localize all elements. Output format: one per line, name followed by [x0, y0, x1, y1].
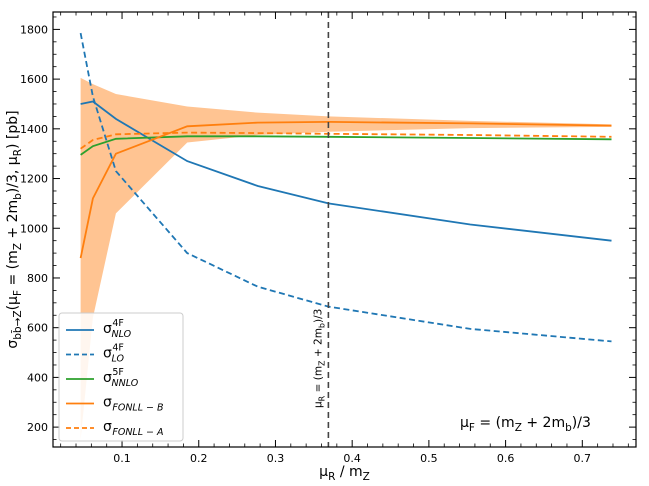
legend-label-nnlo-5f: σ5F NNLO [103, 367, 139, 389]
annotation-layer: μF = (mZ + 2mb)/3 [460, 415, 591, 434]
y-tick-label: 600 [27, 322, 48, 335]
x-tick-label: 0.4 [343, 452, 361, 465]
x-tick-label: 0.3 [267, 452, 285, 465]
series-line-fonll-b [79, 120, 612, 259]
legend-label-fonll-a: σFONLL − A [103, 419, 164, 438]
x-tick-label: 0.7 [574, 452, 592, 465]
y-tick-label: 800 [27, 272, 48, 285]
y-tick-label: 1400 [20, 123, 48, 136]
uncertainty-band-layer [80, 77, 612, 440]
reference-vline-label: μR = (mZ + 2mb)/3 [312, 309, 326, 408]
y-tick-label: 1600 [20, 73, 48, 86]
series-line-fonll-a [80, 131, 612, 150]
x-tick-label: 0.2 [190, 452, 208, 465]
y-tick-label: 1200 [20, 173, 48, 186]
y-tick-label: 1000 [20, 222, 48, 235]
plot-frame [52, 11, 637, 448]
reference-vline-layer: μR = (mZ + 2mb)/3 [312, 12, 330, 447]
x-tick-label: 0.1 [113, 452, 131, 465]
legend-label-lo-4f: σ4F LO [103, 343, 124, 365]
legend-label-fonll-b: σFONLL − B [103, 395, 164, 414]
fonll-b-uncertainty-band [80, 77, 612, 440]
series-layer [79, 32, 612, 343]
y-tick-label: 200 [27, 421, 48, 434]
legend-label-nlo-4f: σ4F NLO [103, 318, 132, 340]
x-axis-label: μR / mZ [319, 464, 370, 483]
mu-f-annotation: μF = (mZ + 2mb)/3 [460, 415, 591, 434]
series-line-nlo-4f [80, 100, 612, 242]
y-tick-label: 400 [27, 371, 48, 384]
axes-layer: 0.1 0.2 0.3 0.4 0.5 0.6 0.7 200 400 600 800 1000 120… [5, 11, 637, 483]
x-tick-label: 0.6 [497, 452, 515, 465]
series-line-nnlo-5f [80, 135, 612, 156]
y-tick-label: 1800 [20, 23, 48, 36]
legend-box [58, 312, 184, 442]
x-tick-label: 0.5 [420, 452, 438, 465]
series-line-lo-4f [79, 32, 612, 343]
y-axis-label: σbb̄→Z(μF = (mZ + 2mb)/3, μR) [pb] [5, 110, 24, 348]
